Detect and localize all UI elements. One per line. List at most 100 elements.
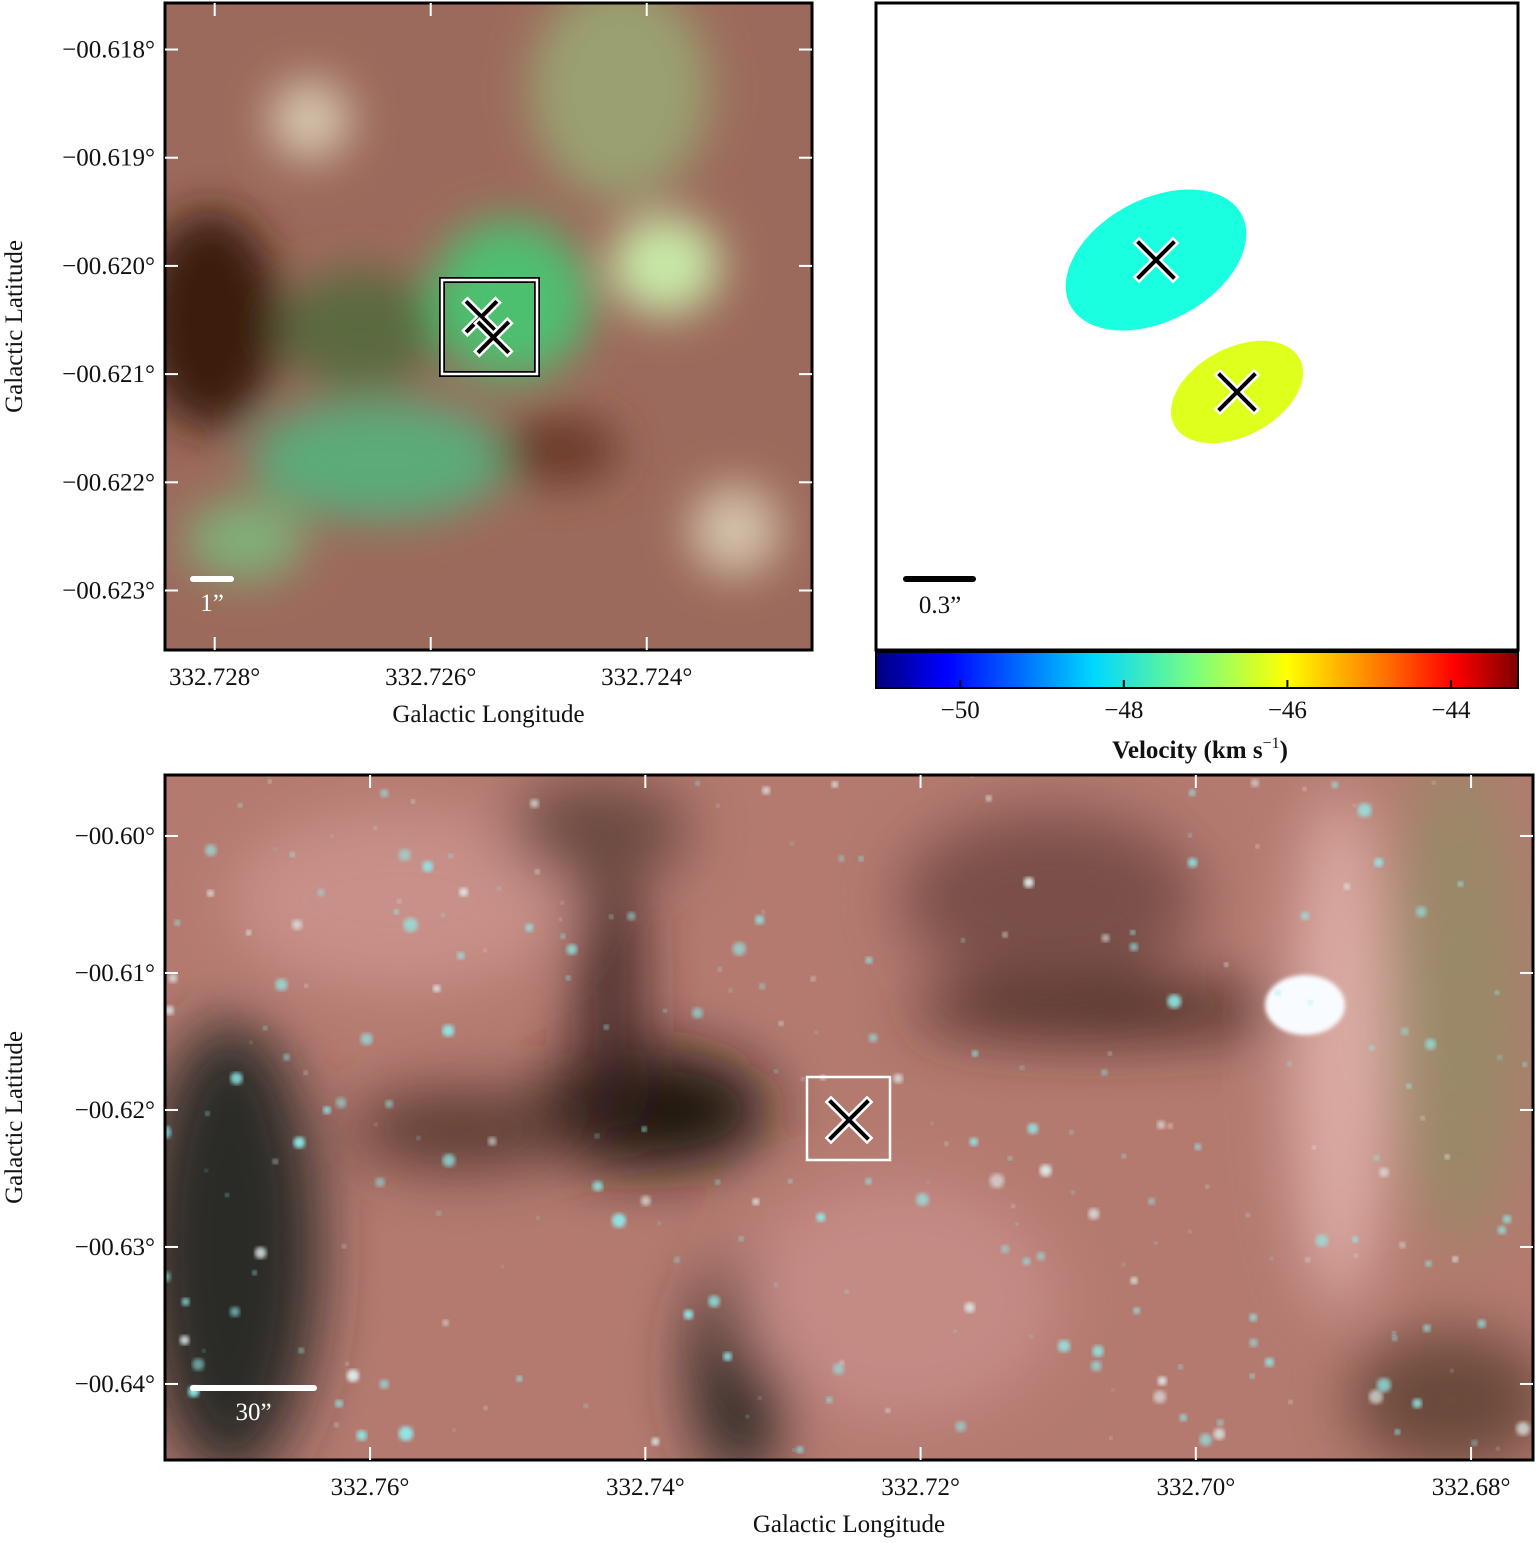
star: [1374, 858, 1384, 868]
x-tick-label: 332.728°: [169, 664, 260, 691]
star: [1108, 1051, 1112, 1056]
star: [1302, 787, 1307, 791]
marker-stroke: [464, 299, 499, 334]
star: [1331, 781, 1339, 789]
star: [272, 1158, 279, 1165]
star: [1399, 1241, 1406, 1249]
star: [1477, 1319, 1486, 1328]
star: [1002, 932, 1008, 938]
maser-marker: [1213, 368, 1261, 416]
star: [375, 1177, 385, 1187]
star: [374, 1122, 378, 1126]
colorbar: [875, 651, 1519, 689]
star: [1425, 1260, 1432, 1267]
star: [1179, 1414, 1187, 1422]
x-tick-label: 332.72°: [881, 1474, 960, 1501]
star: [1315, 1234, 1329, 1247]
x-tick-label: 332.724°: [601, 664, 692, 691]
star: [1249, 1373, 1255, 1379]
star: [814, 1030, 818, 1035]
star: [1423, 1324, 1431, 1332]
inset-box: [805, 1075, 892, 1162]
star: [723, 1352, 732, 1361]
star: [252, 1270, 257, 1276]
star: [674, 1257, 680, 1263]
star: [452, 1428, 456, 1432]
star: [456, 951, 465, 960]
star: [838, 855, 845, 862]
star: [1057, 1339, 1071, 1353]
x-axis-label: Galactic Longitude: [753, 1511, 945, 1538]
star: [916, 1193, 929, 1206]
y-tick-label: −00.62°: [75, 1097, 155, 1124]
maser-panel: [874, 1, 1520, 652]
star: [1157, 1376, 1167, 1386]
star: [442, 1153, 456, 1167]
star: [1188, 1229, 1192, 1234]
star: [1101, 1069, 1108, 1076]
star: [1071, 1190, 1076, 1195]
star: [692, 1007, 703, 1019]
star: [304, 984, 308, 988]
star: [1307, 1000, 1313, 1005]
star: [611, 1213, 627, 1228]
star: [1000, 1244, 1010, 1254]
inset-box: [440, 278, 539, 376]
star: [293, 1136, 306, 1149]
star: [298, 1347, 304, 1354]
colorbar-tick-label: −50: [941, 697, 980, 724]
y-tick-label: −00.60°: [75, 823, 155, 850]
star: [168, 973, 178, 983]
star: [165, 1005, 174, 1015]
star: [955, 1421, 967, 1432]
y-tick-label: −00.63°: [75, 1234, 155, 1261]
star: [1432, 781, 1436, 785]
star: [204, 1168, 208, 1173]
star: [1039, 1164, 1052, 1177]
star: [1213, 1428, 1225, 1440]
star: [373, 826, 377, 831]
star: [844, 1289, 849, 1294]
star: [683, 1309, 694, 1320]
star: [728, 988, 733, 993]
star: [565, 975, 571, 981]
star: [732, 942, 746, 956]
star: [752, 1198, 760, 1206]
star: [1187, 857, 1198, 868]
star: [964, 1302, 975, 1313]
star: [1153, 1390, 1167, 1404]
star: [1130, 929, 1136, 935]
star: [229, 1306, 240, 1317]
star: [192, 1358, 205, 1371]
colorbar-tick-label: −46: [1268, 697, 1307, 724]
star: [716, 804, 720, 808]
star: [335, 1097, 347, 1109]
y-tick-label: −00.623°: [62, 577, 155, 604]
star: [448, 853, 453, 859]
star: [1121, 1262, 1126, 1266]
star: [762, 786, 771, 795]
marker-stroke: [828, 1099, 870, 1141]
star: [496, 886, 501, 891]
star: [403, 917, 418, 933]
star: [858, 856, 864, 862]
star: [969, 1137, 979, 1147]
star: [207, 889, 214, 897]
star: [926, 1180, 930, 1184]
star: [774, 1069, 778, 1074]
star: [831, 781, 839, 788]
star: [289, 851, 295, 857]
star: [971, 1050, 978, 1057]
star: [1011, 1204, 1016, 1209]
star: [500, 1264, 504, 1268]
star: [283, 1053, 290, 1061]
star: [205, 1111, 210, 1116]
star: [1091, 1360, 1102, 1372]
y-tick-label: −00.620°: [62, 253, 155, 280]
star: [708, 1295, 720, 1308]
star: [1148, 1197, 1155, 1205]
star: [640, 1195, 651, 1206]
star: [487, 1136, 497, 1146]
star: [825, 1396, 833, 1404]
